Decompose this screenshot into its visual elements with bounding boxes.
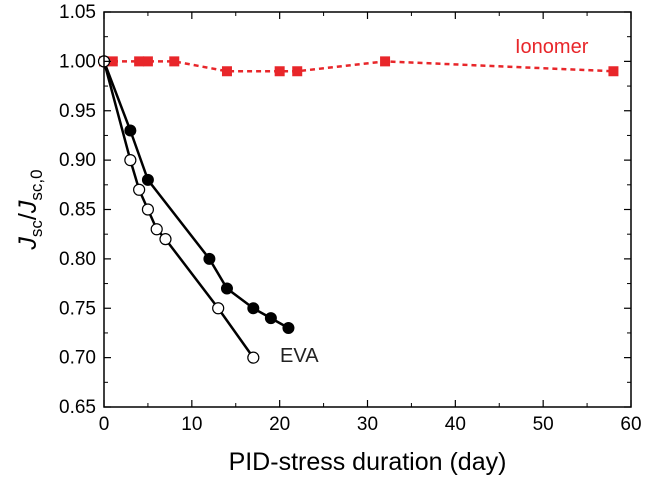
ionomer-point-8 [380,56,391,67]
ionomer-point-5 [221,66,232,77]
y-axis-title-sub1: sc [27,220,46,238]
eva-line [102,60,290,330]
eva-point-1 [124,124,137,137]
ionomer-line [104,60,614,73]
x-tick-label-0: 0 [99,414,110,435]
y-tick-label-7: 1.00 [59,51,96,72]
ionomer-point-3 [142,56,153,67]
y-tick-label-8: 1.05 [59,2,96,23]
x-tick-label-2: 20 [269,414,290,435]
chart-text: PID-stress duration (day) Jsc/Jsc,0 Iono… [14,2,642,476]
y-axis-title-sub2: sc,0 [27,169,46,200]
x-tick-label-4: 40 [445,414,466,435]
y-axis-title: Jsc/Jsc,0 [14,169,46,250]
plot-frame [103,11,632,408]
eva-point-4 [220,282,233,295]
y-tick-label-1: 0.70 [59,348,96,369]
series-3-point-3 [141,203,155,216]
y-tick-label-2: 0.75 [59,298,96,319]
series-3-line [102,61,255,359]
x-axis-title: PID-stress duration (day) [229,448,507,476]
y-axis-title-j1: J [14,237,42,251]
axis-ticks [103,11,632,408]
ionomer-label: Ionomer [515,36,589,58]
eva-point-6 [264,312,277,325]
y-tick-label-6: 0.95 [59,101,96,122]
ionomer-point-1 [107,56,118,67]
chart-marks [97,55,619,364]
eva-point-2 [141,173,154,186]
y-tick-label-4: 0.85 [59,200,96,221]
plot-border [103,11,632,408]
y-tick-label-5: 0.90 [59,150,96,171]
x-tick-label-6: 60 [620,414,641,435]
ionomer-point-4 [169,56,180,67]
series-3-point-4 [150,223,163,236]
x-tick-label-1: 10 [181,414,202,435]
series-3-point-7 [247,351,260,364]
y-tick-label-0: 0.65 [59,397,96,418]
eva-label: EVA [280,345,319,367]
eva-point-3 [203,252,216,265]
ionomer-point-2 [134,56,145,67]
y-axis-title-j2: J [14,200,42,214]
ionomer-point-6 [274,66,285,77]
x-tick-label-5: 50 [533,414,554,435]
y-axis-title-slash: / [14,213,42,220]
series-3-point-5 [159,233,172,246]
series-3-point-1 [124,154,137,167]
series-3-point-6 [212,302,225,315]
eva-point-7 [282,322,295,334]
x-tick-label-3: 30 [357,414,378,435]
ionomer-point-9 [608,66,619,77]
eva-point-5 [247,302,260,315]
series-3-point-2 [133,183,146,196]
y-tick-label-3: 0.80 [59,249,96,270]
ionomer-point-7 [292,66,303,77]
